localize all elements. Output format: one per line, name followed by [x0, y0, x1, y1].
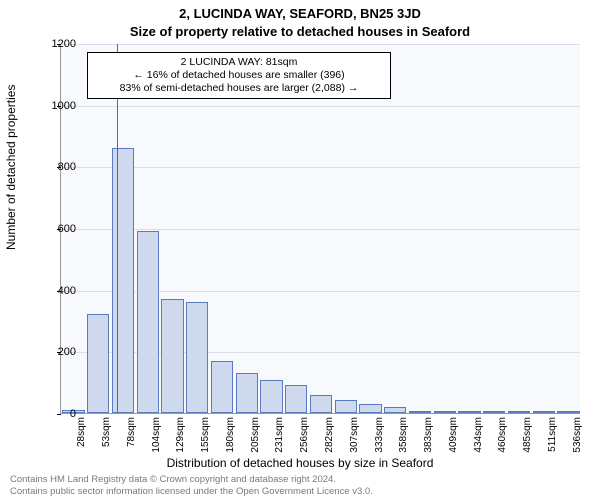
x-tick-label: 485sqm — [522, 417, 533, 453]
x-tick-label: 358sqm — [398, 417, 409, 453]
x-tick-label: 104sqm — [151, 417, 162, 453]
bar — [508, 411, 530, 413]
bar — [359, 404, 381, 413]
y-tick-label: 600 — [40, 223, 76, 235]
x-tick-label: 180sqm — [225, 417, 236, 453]
bar — [137, 231, 159, 413]
y-tick-label: 800 — [40, 161, 76, 173]
x-tick-label: 434sqm — [473, 417, 484, 453]
x-axis-label: Distribution of detached houses by size … — [0, 456, 600, 470]
y-axis-label: Number of detached properties — [4, 85, 18, 250]
x-tick-label: 78sqm — [126, 417, 137, 447]
gridline-h — [61, 106, 580, 107]
bar — [260, 380, 282, 413]
bar — [557, 411, 579, 413]
x-tick-label: 511sqm — [547, 417, 558, 452]
gridline-h — [61, 229, 580, 230]
bar — [533, 411, 555, 413]
annotation-line3: 83% of semi-detached houses are larger (… — [94, 82, 384, 95]
x-tick-label: 129sqm — [175, 417, 186, 453]
bar — [458, 411, 480, 413]
y-tick-label: 1200 — [40, 38, 76, 50]
bar — [161, 299, 183, 413]
bar — [285, 385, 307, 413]
x-tick-label: 231sqm — [274, 417, 285, 453]
x-tick-label: 53sqm — [101, 417, 112, 447]
chart-container: 2, LUCINDA WAY, SEAFORD, BN25 3JD Size o… — [0, 0, 600, 500]
x-tick-label: 307sqm — [349, 417, 360, 453]
title-line2: Size of property relative to detached ho… — [0, 24, 600, 39]
x-tick-label: 205sqm — [250, 417, 261, 453]
x-tick-label: 282sqm — [324, 417, 335, 453]
footer-line2: Contains public sector information licen… — [10, 486, 590, 498]
annotation-box: 2 LUCINDA WAY: 81sqm ← 16% of detached h… — [87, 52, 391, 99]
y-tick-label: 1000 — [40, 100, 76, 112]
x-tick-label: 256sqm — [299, 417, 310, 453]
bar — [236, 373, 258, 413]
bar — [384, 407, 406, 413]
annotation-line1: 2 LUCINDA WAY: 81sqm — [94, 56, 384, 69]
bar — [483, 411, 505, 413]
title-line1: 2, LUCINDA WAY, SEAFORD, BN25 3JD — [0, 6, 600, 21]
plot-area: 28sqm53sqm78sqm104sqm129sqm155sqm180sqm2… — [60, 44, 580, 414]
footer-text: Contains HM Land Registry data © Crown c… — [10, 474, 590, 498]
bar — [87, 314, 109, 413]
bar — [310, 395, 332, 414]
annotation-line2: ← 16% of detached houses are smaller (39… — [94, 69, 384, 82]
gridline-h — [61, 167, 580, 168]
bar — [186, 302, 208, 413]
x-tick-label: 28sqm — [76, 417, 87, 447]
footer-line1: Contains HM Land Registry data © Crown c… — [10, 474, 590, 486]
y-tick-label: 400 — [40, 285, 76, 297]
y-tick-label: 200 — [40, 346, 76, 358]
x-tick-label: 536sqm — [572, 417, 583, 453]
x-tick-label: 460sqm — [497, 417, 508, 453]
bar — [112, 148, 134, 413]
bar — [409, 411, 431, 413]
bar — [211, 361, 233, 413]
x-tick-label: 333sqm — [374, 417, 385, 453]
x-tick-label: 409sqm — [448, 417, 459, 453]
y-tick-label: 0 — [40, 408, 76, 420]
bar — [434, 411, 456, 413]
gridline-h — [61, 44, 580, 45]
bar — [335, 400, 357, 413]
x-tick-label: 155sqm — [200, 417, 211, 453]
x-tick-label: 383sqm — [423, 417, 434, 453]
